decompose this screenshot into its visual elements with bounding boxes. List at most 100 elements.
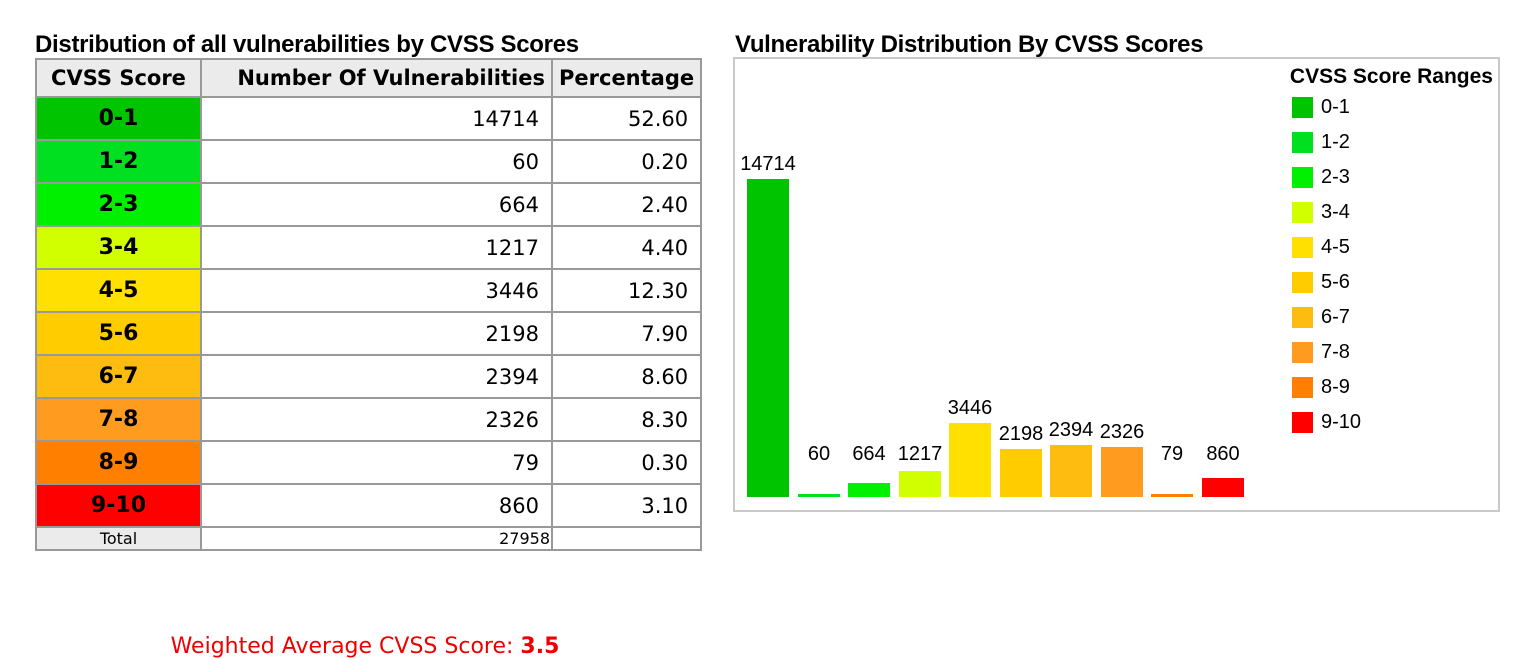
total-percentage-cell (550, 526, 703, 551)
percentage-cell: 12.30 (550, 268, 703, 313)
legend-item-2-3: 2-3 (1292, 166, 1350, 188)
cvss-distribution-table: CVSS Score Number Of Vulnerabilities Per… (35, 58, 703, 551)
bar-8-9 (1151, 494, 1193, 497)
bar-chart: CVSS Score Ranges 14714 60 664 1217 3446 2198… (733, 57, 1500, 512)
bar-6-7 (1050, 445, 1092, 497)
chart-title: Vulnerability Distribution By CVSS Score… (735, 31, 1204, 58)
legend-label: 3-4 (1321, 201, 1350, 223)
legend-label: 1-2 (1321, 131, 1350, 153)
bar-value-label: 860 (1206, 443, 1240, 465)
count-cell: 60 (200, 139, 553, 184)
percentage-cell: 52.60 (550, 96, 703, 141)
percentage-cell: 2.40 (550, 182, 703, 227)
table-header-row: CVSS Score Number Of Vulnerabilities Per… (35, 58, 703, 98)
legend-swatch (1292, 377, 1313, 398)
legend-item-8-9: 8-9 (1292, 376, 1350, 398)
legend-label: 2-3 (1321, 166, 1350, 188)
table-row: 4-5 3446 12.30 (35, 268, 703, 313)
legend-swatch (1292, 412, 1313, 433)
range-cell: 5-6 (35, 311, 202, 356)
percentage-cell: 0.20 (550, 139, 703, 184)
legend-item-3-4: 3-4 (1292, 201, 1350, 223)
count-cell: 79 (200, 440, 553, 485)
bar-4-5 (949, 423, 991, 497)
table-title: Distribution of all vulnerabilities by C… (35, 31, 579, 58)
bar-5-6 (1000, 449, 1042, 497)
range-cell: 9-10 (35, 483, 202, 528)
percentage-cell: 3.10 (550, 483, 703, 528)
count-cell: 1217 (200, 225, 553, 270)
legend-item-9-10: 9-10 (1292, 411, 1362, 433)
legend-label: 5-6 (1321, 271, 1350, 293)
legend-label: 4-5 (1321, 236, 1350, 258)
percentage-cell: 0.30 (550, 440, 703, 485)
count-cell: 2394 (200, 354, 553, 399)
bar-7-8 (1101, 447, 1143, 497)
bar-value-label: 3446 (947, 397, 993, 419)
legend-swatch (1292, 132, 1313, 153)
bar-value-label: 1217 (897, 443, 943, 465)
bar-2-3 (848, 483, 890, 497)
weighted-average-label: Weighted Average CVSS Score: (170, 634, 521, 659)
legend-item-1-2: 1-2 (1292, 131, 1350, 153)
table-row: 8-9 79 0.30 (35, 440, 703, 485)
count-cell: 3446 (200, 268, 553, 313)
bar-1-2 (798, 494, 840, 497)
column-header-number-of-vulnerabilities: Number Of Vulnerabilities (200, 58, 553, 98)
legend-swatch (1292, 167, 1313, 188)
table-row: 7-8 2326 8.30 (35, 397, 703, 442)
range-cell: 1-2 (35, 139, 202, 184)
legend-label: 9-10 (1321, 411, 1362, 433)
range-cell: 3-4 (35, 225, 202, 270)
legend-label: 7-8 (1321, 341, 1350, 363)
bar-value-label: 79 (1160, 443, 1184, 465)
range-cell: 6-7 (35, 354, 202, 399)
legend-label: 0-1 (1321, 96, 1350, 118)
column-header-cvss-score: CVSS Score (35, 58, 202, 98)
bar-value-label: 2326 (1099, 421, 1145, 443)
range-cell: 7-8 (35, 397, 202, 442)
table-header: CVSS Score Number Of Vulnerabilities Per… (35, 58, 703, 98)
column-header-percentage: Percentage (550, 58, 703, 98)
count-cell: 2198 (200, 311, 553, 356)
count-cell: 664 (200, 182, 553, 227)
percentage-cell: 8.60 (550, 354, 703, 399)
table-row: 9-10 860 3.10 (35, 483, 703, 528)
bar-value-label: 2394 (1048, 419, 1094, 441)
percentage-cell: 4.40 (550, 225, 703, 270)
bar-0-1 (747, 179, 789, 497)
legend-item-4-5: 4-5 (1292, 236, 1350, 258)
bar-value-label: 14714 (740, 153, 796, 175)
bar-9-10 (1202, 478, 1244, 497)
legend-swatch (1292, 237, 1313, 258)
total-row: Total 27958 (35, 526, 703, 551)
table-row: 1-2 60 0.20 (35, 139, 703, 184)
bar-value-label: 664 (852, 443, 886, 465)
bar-value-label: 60 (807, 443, 831, 465)
bar-value-label: 2198 (998, 423, 1044, 445)
legend-item-5-6: 5-6 (1292, 271, 1350, 293)
range-cell: 2-3 (35, 182, 202, 227)
table-body: 0-1 14714 52.60 1-2 60 0.20 2-3 664 2.40 3-4 1217 4… (35, 96, 703, 528)
legend-swatch (1292, 307, 1313, 328)
count-cell: 2326 (200, 397, 553, 442)
legend-swatch (1292, 272, 1313, 293)
range-cell: 8-9 (35, 440, 202, 485)
weighted-average-value: 3.5 (520, 634, 560, 659)
legend-swatch (1292, 202, 1313, 223)
table-row: 2-3 664 2.40 (35, 182, 703, 227)
total-label-cell: Total (35, 526, 202, 551)
legend-item-0-1: 0-1 (1292, 96, 1350, 118)
legend-item-7-8: 7-8 (1292, 341, 1350, 363)
range-cell: 0-1 (35, 96, 202, 141)
percentage-cell: 7.90 (550, 311, 703, 356)
legend-swatch (1292, 342, 1313, 363)
legend-swatch (1292, 97, 1313, 118)
table-footer: Total 27958 (35, 526, 703, 551)
table-row: 6-7 2394 8.60 (35, 354, 703, 399)
legend-label: 8-9 (1321, 376, 1350, 398)
table-row: 5-6 2198 7.90 (35, 311, 703, 356)
total-count-cell: 27958 (200, 526, 553, 551)
legend-title: CVSS Score Ranges (1289, 65, 1493, 88)
percentage-cell: 8.30 (550, 397, 703, 442)
